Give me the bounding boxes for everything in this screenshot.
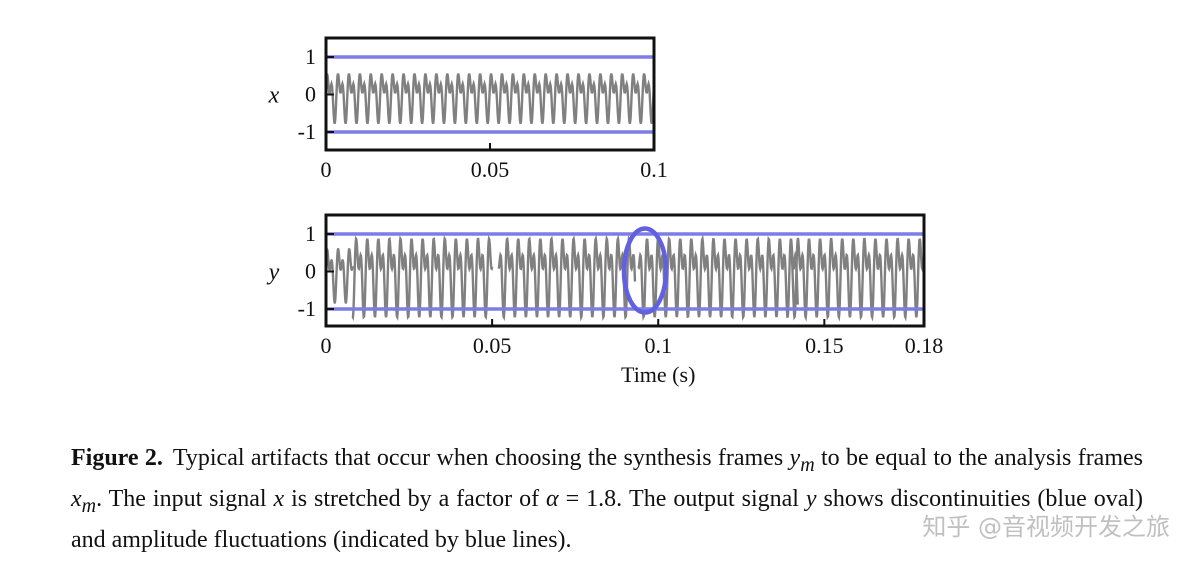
y-tick-label: 0 (305, 259, 316, 284)
caption-label: Figure 2. (71, 445, 163, 471)
symbol-ym: ym (789, 445, 815, 476)
symbol-xm-base: x (71, 485, 82, 512)
symbol-ym-base: y (789, 445, 801, 471)
signal-group (326, 73, 654, 124)
caption-text-1: Typical artifacts that occur when choosi… (172, 445, 790, 471)
symbol-y: y (805, 485, 817, 512)
signal-segment-4 (637, 234, 799, 322)
x-tick-label: 0.05 (471, 157, 510, 182)
x-tick-label: 0.18 (905, 333, 944, 358)
chart-1: 10-10 0.05 0.1x (268, 36, 668, 182)
y-tick-label: 1 (305, 221, 316, 246)
symbol-alpha: α (546, 485, 559, 512)
x-tick-label: 0.05 (473, 333, 512, 358)
figure-caption: Figure 2. Typical artifacts that occur wh… (71, 441, 1143, 557)
x-axis-label: Time (s) (621, 362, 695, 387)
caption-text-2: to be equal to the analysis frames (814, 445, 1143, 471)
caption-text-6: shows discontinuities (blue oval) and am… (71, 485, 1144, 553)
watermark: 知乎 @音视频开发之旅 (922, 513, 1170, 541)
symbol-xm: xm (71, 485, 96, 517)
signal-group (326, 234, 924, 322)
signal-segment-1 (326, 247, 354, 305)
signal-segment-5 (790, 237, 924, 322)
x-tick-label: 0.1 (644, 333, 672, 358)
y-axis-label: x (268, 83, 280, 109)
y-axis-label: y (267, 260, 280, 286)
symbol-ym-sub: m (800, 453, 815, 476)
x-tick-label: 0.15 (805, 333, 844, 358)
x-tick-label: 0.1 (640, 157, 668, 182)
signal-line-1 (326, 73, 654, 124)
x-tick-label: 0 (321, 333, 332, 358)
x-tick-label: 0 (321, 157, 332, 182)
caption-text-3: . The input signal (96, 485, 274, 512)
signal-segment-2 (351, 234, 494, 322)
y-tick-label: -1 (298, 119, 316, 144)
caption-text-5: = 1.8. The output signal (558, 485, 806, 512)
signal-segment-3 (497, 234, 637, 322)
caption-text-4: is stretched by a factor of (284, 485, 547, 512)
symbol-xm-sub: m (81, 494, 97, 517)
symbol-x: x (273, 485, 285, 512)
y-tick-label: 0 (305, 82, 316, 107)
y-tick-label: -1 (298, 296, 316, 321)
y-tick-label: 1 (305, 44, 316, 69)
discontinuity-oval (621, 226, 669, 315)
